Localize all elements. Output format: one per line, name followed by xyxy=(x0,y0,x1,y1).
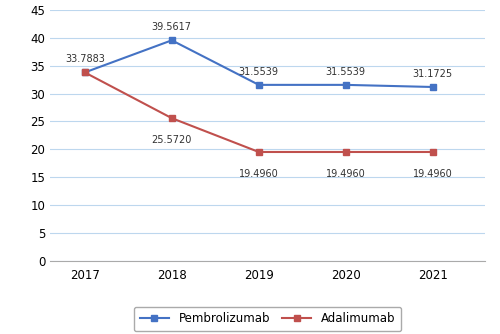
Line: Adalimumab: Adalimumab xyxy=(82,69,436,155)
Text: 31.5539: 31.5539 xyxy=(326,66,366,76)
Adalimumab xyxy=(430,150,436,154)
Text: 31.1725: 31.1725 xyxy=(412,69,453,79)
Pembrolizumab xyxy=(169,38,175,42)
Adalimumab xyxy=(169,116,175,120)
Text: 19.4960: 19.4960 xyxy=(239,169,279,179)
Text: 19.4960: 19.4960 xyxy=(326,169,366,179)
Pembrolizumab xyxy=(343,83,349,87)
Pembrolizumab xyxy=(256,83,262,87)
Text: 25.5720: 25.5720 xyxy=(152,135,192,145)
Text: 19.4960: 19.4960 xyxy=(413,169,453,179)
Text: 31.5539: 31.5539 xyxy=(239,66,279,76)
Adalimumab xyxy=(82,70,88,74)
Text: 33.7883: 33.7883 xyxy=(65,54,104,64)
Adalimumab xyxy=(256,150,262,154)
Legend: Pembrolizumab, Adalimumab: Pembrolizumab, Adalimumab xyxy=(134,307,402,331)
Adalimumab xyxy=(343,150,349,154)
Pembrolizumab xyxy=(82,70,88,74)
Pembrolizumab xyxy=(430,85,436,89)
Text: 39.5617: 39.5617 xyxy=(152,22,192,32)
Line: Pembrolizumab: Pembrolizumab xyxy=(82,37,436,91)
